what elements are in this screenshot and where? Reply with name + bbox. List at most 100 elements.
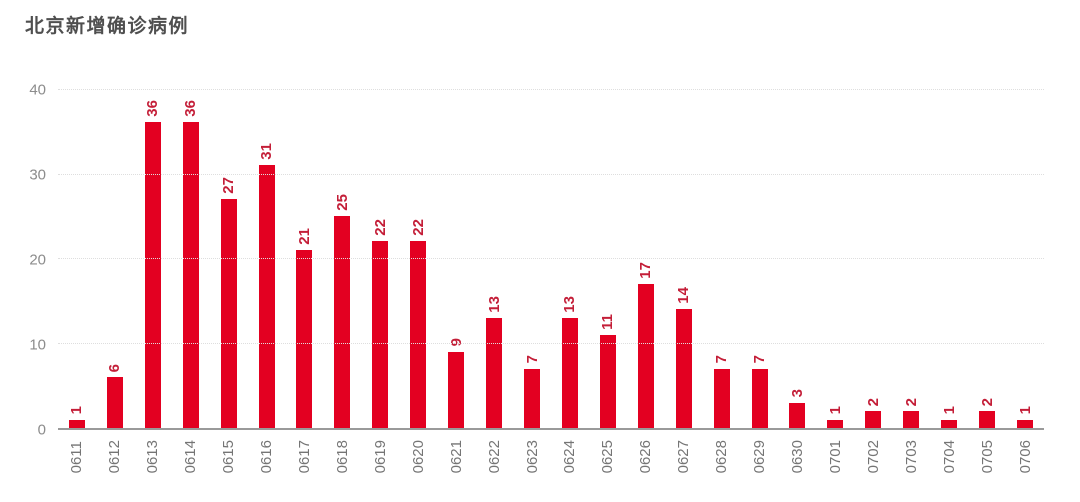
- bar: [68, 419, 85, 428]
- x-tick-label: 0623: [523, 440, 541, 474]
- bar-column: 36: [172, 90, 210, 428]
- x-tick: 0621: [437, 440, 475, 473]
- bar-value-label: 22: [409, 219, 427, 236]
- bar-column: 7: [741, 90, 779, 428]
- x-tick: 0704: [930, 440, 968, 473]
- x-tick-label: 0621: [447, 440, 465, 474]
- bar-column: 1: [816, 90, 854, 428]
- bar: [524, 368, 541, 428]
- x-tick-label: 0624: [561, 440, 579, 474]
- bar-column: 9: [437, 90, 475, 428]
- bar: [827, 419, 844, 428]
- x-tick-label: 0626: [637, 440, 655, 474]
- x-tick-label: 0616: [258, 440, 276, 474]
- bar: [599, 334, 616, 428]
- x-tick: 0620: [399, 440, 437, 473]
- bar-column: 6: [96, 90, 134, 428]
- x-tick: 0701: [816, 440, 854, 473]
- x-tick: 0622: [475, 440, 513, 473]
- bar-value-label: 1: [826, 406, 844, 415]
- bar-column: 13: [551, 90, 589, 428]
- bar-value-label: 13: [561, 295, 579, 313]
- x-tick-label: 0629: [751, 440, 769, 474]
- x-tick-label: 0618: [333, 440, 351, 474]
- bar: [372, 241, 389, 428]
- bar-value-label: 17: [637, 261, 655, 279]
- x-tick: 0630: [779, 440, 817, 473]
- bar-value-label: 1: [68, 406, 86, 415]
- bar: [865, 411, 882, 428]
- y-tick-label: 30: [29, 166, 46, 184]
- bar-value-label: 7: [713, 355, 731, 364]
- x-tick-label: 0620: [409, 440, 427, 474]
- x-tick-label: 0701: [826, 440, 844, 474]
- bar-value-label: 27: [220, 176, 238, 194]
- bar: [903, 411, 920, 428]
- x-tick: 0706: [1006, 440, 1044, 473]
- bar: [220, 198, 237, 428]
- x-tick-label: 0706: [1016, 440, 1034, 474]
- x-tick-label: 0627: [675, 440, 693, 474]
- x-tick: 0705: [968, 440, 1006, 473]
- gridline: [58, 342, 1044, 344]
- x-tick: 0629: [741, 440, 779, 473]
- y-axis: 0 10 20 30 40: [0, 82, 46, 439]
- bar-column: 2: [968, 90, 1006, 428]
- bar: [789, 402, 806, 428]
- bar: [637, 283, 654, 428]
- x-tick-label: 0705: [978, 440, 996, 474]
- bar-column: 7: [513, 90, 551, 428]
- bar-column: 25: [323, 90, 361, 428]
- bar: [941, 419, 958, 428]
- gridline: [58, 173, 1044, 175]
- bar-column: 13: [475, 90, 513, 428]
- x-tick: 0628: [703, 440, 741, 473]
- bar-column: 22: [361, 90, 399, 428]
- bars: 1 6 36 36 27 31 21 25 22 22 9 13 7 13 11 17 14 7 7 3 1 2 2 1 2 1: [58, 90, 1044, 428]
- bar-column: 1: [58, 90, 96, 428]
- chart-title: 北京新增确诊病例: [25, 16, 190, 37]
- bar-column: 21: [286, 90, 324, 428]
- bar-value-label: 2: [864, 397, 882, 406]
- x-tick: 0612: [96, 440, 134, 473]
- x-tick-label: 0615: [220, 440, 238, 474]
- bar-value-label: 14: [675, 287, 693, 304]
- bar: [410, 241, 427, 428]
- x-tick: 0611: [58, 440, 96, 473]
- plot-area: 1 6 36 36 27 31 21 25 22 22 9 13 7 13 11 17 14 7 7 3 1 2 2 1 2 1: [58, 89, 1044, 430]
- bar-value-label: 2: [978, 397, 996, 406]
- x-tick-label: 0613: [144, 440, 162, 474]
- x-tick-label: 0612: [106, 440, 124, 474]
- x-tick-label: 0630: [788, 440, 806, 474]
- y-tick-label: 0: [37, 421, 46, 439]
- x-tick-label: 0611: [68, 441, 86, 474]
- x-tick: 0624: [551, 440, 589, 473]
- bar: [182, 122, 199, 428]
- x-tick-label: 0622: [485, 440, 503, 474]
- x-tick: 0703: [892, 440, 930, 473]
- x-tick-label: 0703: [902, 440, 920, 474]
- bar: [713, 368, 730, 428]
- bar-column: 14: [665, 90, 703, 428]
- bar-column: 1: [930, 90, 968, 428]
- bar-value-label: 22: [371, 219, 389, 236]
- x-tick-label: 0704: [940, 440, 958, 474]
- x-tick: 0617: [286, 440, 324, 473]
- bar-column: 1: [1006, 90, 1044, 428]
- x-tick-label: 0619: [371, 440, 389, 474]
- y-tick-label: 40: [29, 81, 46, 99]
- x-tick-label: 0614: [182, 440, 200, 474]
- bar: [144, 122, 161, 428]
- bar-column: 36: [134, 90, 172, 428]
- bar: [448, 351, 465, 428]
- bar-column: 3: [779, 90, 817, 428]
- bar-value-label: 25: [333, 193, 351, 211]
- bar-column: 17: [627, 90, 665, 428]
- x-tick-label: 0628: [713, 440, 731, 474]
- bar-value-label: 36: [182, 100, 200, 117]
- x-tick: 0616: [248, 440, 286, 473]
- gridline: [58, 89, 1044, 90]
- x-tick: 0619: [361, 440, 399, 473]
- bar-value-label: 2: [902, 397, 920, 406]
- y-tick-label: 20: [29, 251, 46, 269]
